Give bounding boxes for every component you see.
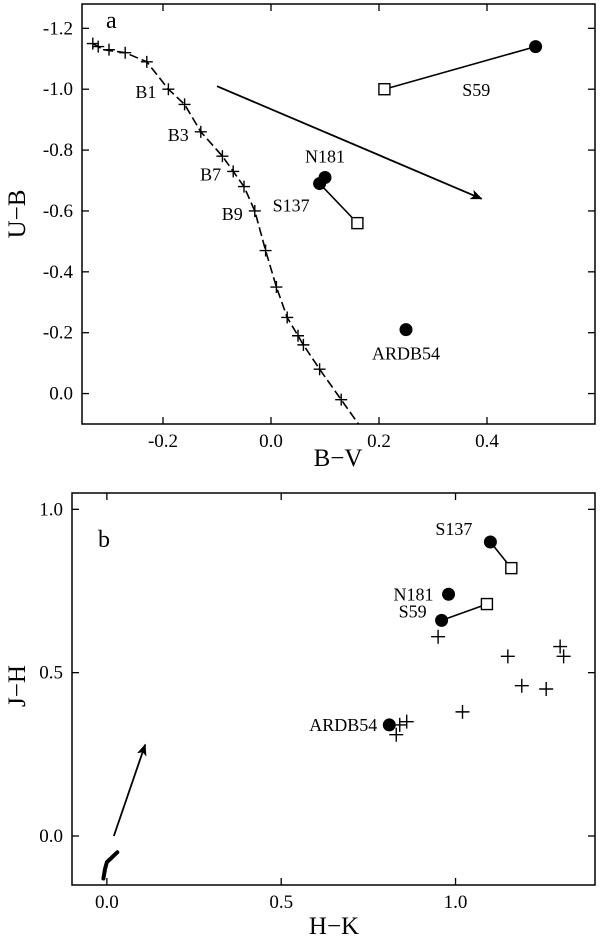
reddening-vector-arrow (216, 85, 483, 200)
panel-b-locus (101, 743, 147, 881)
panel-b-y-tick-label: 0.5 (39, 663, 63, 684)
cross-marker (514, 678, 529, 693)
panel-a-y-tick-label: -0.8 (43, 140, 73, 161)
cross-marker (399, 714, 414, 729)
spectral-type-label: B1 (135, 82, 156, 102)
observed-star-marker (529, 40, 543, 54)
main-sequence-marker (119, 46, 132, 59)
spectral-type-label: B7 (200, 164, 221, 184)
panel-b-x-axis-title: H−K (309, 913, 359, 938)
panel-a-x-tick-label: 0.2 (367, 431, 391, 452)
panel-a-x-tick-label: 0.0 (259, 431, 283, 452)
star-label: S59 (399, 601, 427, 621)
star-label: ARDB54 (372, 344, 440, 364)
main-sequence-marker (281, 311, 294, 324)
star-label: S137 (273, 196, 310, 216)
panel-b-x-tick-label: 0.0 (95, 892, 119, 913)
star-connector (384, 45, 536, 90)
main-sequence-marker (178, 98, 191, 111)
cross-marker (556, 649, 571, 664)
dereddened-marker (351, 216, 364, 230)
main-sequence-marker (238, 180, 250, 193)
panel-a-y-tick-label: 0.0 (49, 384, 73, 405)
panel-a-y-tick-label: -1.0 (43, 79, 73, 100)
panel-a-x-tick-label: 0.4 (475, 431, 499, 452)
panel-a-ticks: -0.2 0.0 0.2 0.4 -1.2 -1.0 -0.8 -0.6 -0.4 -0.2 0.0 (43, 4, 595, 452)
cross-marker (455, 704, 470, 719)
star-label: ARDB54 (309, 715, 377, 735)
cross-marker (389, 727, 404, 742)
reddening-vector-arrow (112, 743, 147, 837)
main-sequence-marker (140, 55, 153, 68)
star-connector (319, 183, 358, 224)
panel-a-x-axis-title: B−V (314, 445, 363, 472)
star-label: S59 (462, 80, 490, 100)
main-sequence-line (92, 42, 360, 424)
panel-a-x-tick-label: -0.2 (148, 431, 178, 452)
cross-marker (500, 649, 515, 664)
main-sequence-marker (92, 40, 105, 53)
observed-star-marker (442, 587, 456, 601)
star-label: N181 (394, 584, 434, 604)
dereddened-marker (505, 561, 518, 575)
panel-b-y-tick-label: 0.0 (39, 826, 63, 847)
panel-b-x-tick-label: 1.0 (444, 892, 468, 913)
intrinsic-colour-locus (101, 850, 120, 881)
observed-star-marker (313, 177, 327, 191)
panel-b-x-tick-label: 0.5 (269, 892, 293, 913)
main-sequence-marker (297, 338, 310, 351)
dereddened-marker (378, 83, 391, 96)
main-sequence-marker (259, 244, 272, 257)
panel-b-letter: b (98, 527, 110, 553)
panel-a-chart: -0.2 0.0 0.2 0.4 -1.2 -1.0 -0.8 -0.6 -0.4 -0.2 0.0… (4, 3, 596, 472)
star-label: S137 (435, 519, 472, 539)
panel-a-y-axis-title: U−B (4, 190, 31, 239)
main-sequence-marker (103, 43, 115, 56)
main-sequence-marker (292, 329, 304, 342)
main-sequence-marker (162, 83, 175, 96)
panel-a-y-tick-label: -1.2 (43, 18, 73, 39)
panel-b-frame (71, 492, 596, 886)
panel-b-y-tick-label: 1.0 (39, 499, 63, 520)
cross-marker (553, 639, 568, 654)
panel-a-stars: S59 N181 S137 ARDB54 (216, 40, 543, 364)
panel-a-frame (81, 3, 596, 425)
main-sequence-marker (227, 165, 240, 178)
main-sequence-marker (335, 393, 348, 406)
main-sequence-marker (270, 281, 283, 294)
observed-star-marker (382, 718, 396, 732)
spectral-type-label: B9 (222, 204, 243, 224)
panel-a-letter: a (106, 8, 117, 34)
main-sequence-marker (216, 150, 229, 163)
cross-marker (431, 629, 446, 644)
dereddened-marker (480, 597, 494, 611)
star-connector (441, 603, 488, 622)
star-label: N181 (305, 146, 345, 166)
panel-b-ticks: 0.0 0.5 1.0 0.0 0.5 1.0 (39, 493, 595, 913)
panel-a-y-tick-label: -0.4 (43, 262, 74, 283)
observed-star-marker (399, 323, 413, 337)
panel-a-y-tick-label: -0.6 (43, 201, 73, 222)
main-sequence-marker (248, 204, 261, 217)
spectral-type-label: B3 (168, 125, 189, 145)
observed-star-marker (483, 535, 497, 549)
main-sequence-marker (313, 363, 326, 376)
panel-a-y-tick-label: -0.2 (43, 323, 73, 344)
panel-b-y-axis-title: J−H (4, 665, 31, 707)
observed-star-marker (435, 613, 449, 627)
main-sequence-marker (86, 37, 99, 50)
main-sequence-marker (194, 125, 207, 138)
cross-marker (539, 682, 554, 696)
